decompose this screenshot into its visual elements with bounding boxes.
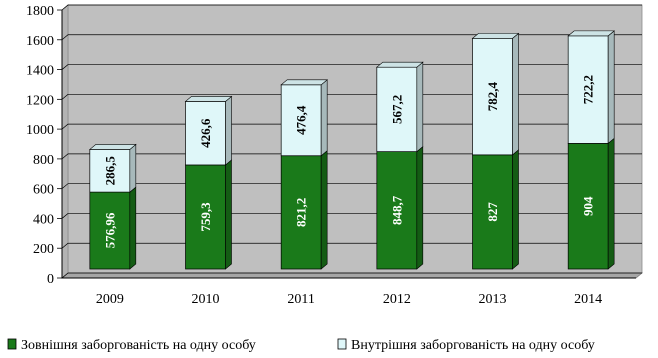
gridline bbox=[61, 123, 642, 130]
bar-internal-2013 bbox=[472, 38, 513, 156]
bar-side bbox=[607, 137, 615, 270]
legend-swatch bbox=[337, 338, 347, 350]
y-tick-label: 400 bbox=[33, 212, 54, 227]
bar-top bbox=[471, 33, 520, 39]
chart-side-wall bbox=[61, 4, 69, 279]
gridline bbox=[61, 213, 642, 219]
bar-side bbox=[416, 145, 424, 270]
legend-label: Внутрішня заборгованість на одну особу bbox=[351, 338, 595, 353]
x-tick-label: 2012 bbox=[383, 292, 411, 307]
bar-value-label: 904 bbox=[581, 196, 596, 216]
bar-value-label: 576,96 bbox=[102, 212, 117, 248]
bar-side bbox=[225, 95, 232, 166]
y-tick-label: 1000 bbox=[26, 123, 54, 138]
gridline bbox=[61, 64, 642, 70]
x-tick-label: 2011 bbox=[287, 292, 314, 307]
bar-side bbox=[225, 159, 232, 270]
bar-side bbox=[129, 186, 137, 270]
bar-internal-2012 bbox=[376, 66, 418, 152]
gridline bbox=[61, 93, 642, 100]
bar-internal-2011 bbox=[280, 84, 322, 157]
y-tick-label: 1200 bbox=[26, 93, 54, 108]
bar-value-label: 848,7 bbox=[389, 195, 404, 225]
bar-side bbox=[129, 143, 137, 193]
bar-value-label: 722,2 bbox=[581, 75, 596, 104]
gridlines bbox=[61, 4, 642, 279]
gridline bbox=[61, 242, 642, 249]
gridline bbox=[61, 183, 642, 189]
legend-swatch bbox=[7, 338, 17, 350]
gridline bbox=[61, 153, 642, 160]
bar-side bbox=[512, 32, 519, 156]
y-tick-label: 0 bbox=[47, 272, 54, 287]
bar-value-label: 782,4 bbox=[485, 81, 500, 111]
y-tick-label: 600 bbox=[33, 183, 54, 198]
gridline bbox=[61, 34, 642, 41]
chart-floor bbox=[60, 272, 644, 279]
bar-top bbox=[89, 144, 137, 150]
bar-external-2012 bbox=[376, 151, 418, 270]
bar-side bbox=[512, 149, 519, 270]
bar-value-label: 759,3 bbox=[198, 202, 213, 232]
bar-value-label: 567,2 bbox=[389, 95, 404, 124]
bar-external-2009 bbox=[89, 191, 131, 270]
bar-value-label: 286,5 bbox=[102, 156, 117, 186]
y-tick-label: 1600 bbox=[26, 34, 54, 49]
y-tick-label: 1400 bbox=[26, 64, 54, 79]
bar-top bbox=[376, 61, 424, 68]
bar-side bbox=[320, 150, 328, 270]
y-tick-label: 200 bbox=[33, 242, 54, 257]
bar-internal-2014 bbox=[567, 35, 609, 144]
bar-external-2011 bbox=[280, 155, 322, 270]
bar-labels-group: 576,96 286,5 759,3 426,6 821,2 476,4 848,7 567,… bbox=[102, 75, 595, 248]
legend-label: Зовнішня заборгованість на одну особу bbox=[21, 338, 256, 353]
bar-value-label: 426,6 bbox=[198, 118, 213, 148]
x-tick-label: 2013 bbox=[479, 292, 507, 307]
gridline bbox=[61, 272, 642, 279]
bar-top bbox=[567, 30, 615, 37]
bars-group bbox=[89, 30, 615, 270]
bar-external-2014 bbox=[567, 143, 609, 270]
bar-top bbox=[280, 79, 328, 86]
bar-top bbox=[184, 96, 233, 102]
bar-internal-2010 bbox=[185, 101, 226, 166]
bar-side bbox=[607, 30, 615, 145]
bar-value-label: 821,2 bbox=[294, 198, 309, 227]
y-tick-label: 1800 bbox=[26, 4, 54, 19]
x-tick-label: 2009 bbox=[96, 292, 124, 307]
plot-area-background bbox=[67, 4, 643, 274]
bar-value-label: 476,4 bbox=[294, 105, 309, 135]
gridline bbox=[61, 4, 642, 11]
bar-external-2010 bbox=[185, 164, 226, 270]
x-tick-label: 2010 bbox=[192, 292, 220, 307]
legend: Зовнішня заборгованість на одну особу Вну… bbox=[7, 338, 595, 353]
bar-value-label: 827 bbox=[485, 202, 500, 222]
x-tick-label: 2014 bbox=[574, 292, 602, 307]
bar-side bbox=[416, 61, 424, 153]
bar-side bbox=[320, 79, 328, 157]
y-tick-label: 800 bbox=[33, 153, 54, 168]
bar-external-2013 bbox=[472, 154, 513, 270]
